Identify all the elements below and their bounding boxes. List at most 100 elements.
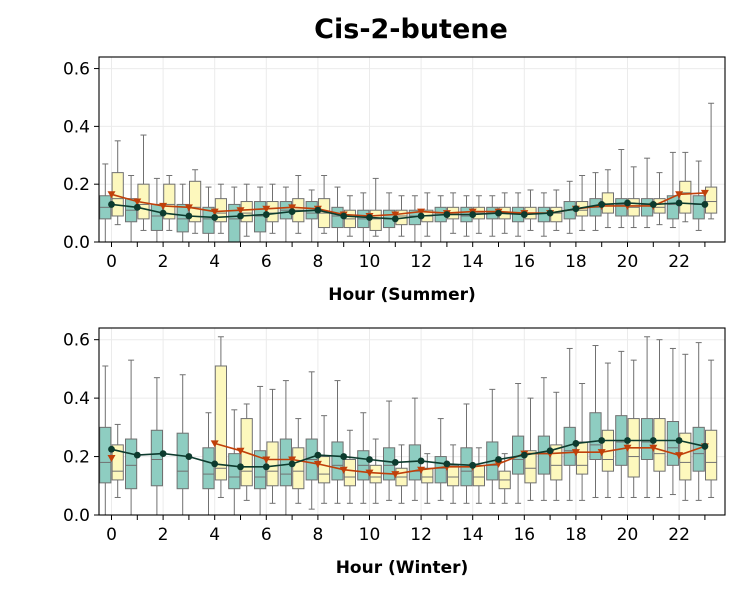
x-axis-label: Hour (Winter)	[336, 558, 469, 578]
series-a-point	[366, 214, 373, 221]
series-a-point	[443, 211, 451, 218]
series-a-point	[133, 203, 141, 211]
series-a-point	[546, 447, 554, 455]
series-a-point	[237, 463, 244, 471]
series-a-line	[111, 202, 705, 220]
x-tick-label: 0	[106, 252, 117, 272]
series-b-point	[623, 444, 632, 452]
x-tick-label: 20	[617, 525, 639, 545]
series-a-point	[133, 451, 141, 459]
series-b-point	[675, 452, 684, 460]
series-b-line	[111, 192, 705, 217]
box-b-box	[266, 441, 279, 487]
x-tick-label: 8	[312, 525, 323, 545]
x-tick-label: 14	[462, 525, 484, 545]
box-a-box	[331, 441, 344, 481]
x-tick-label: 2	[158, 252, 169, 272]
box-b-box	[240, 201, 253, 223]
x-tick-label: 20	[617, 252, 639, 272]
series-b-point	[184, 204, 193, 212]
x-tick-label: 22	[668, 525, 690, 545]
series-a-point	[598, 201, 606, 208]
x-tick-label: 4	[209, 252, 220, 272]
box-b-box	[292, 447, 305, 490]
series-a-point	[572, 205, 580, 213]
series-a-point	[417, 457, 425, 465]
x-tick-label: 0	[106, 525, 117, 545]
series-a-point	[159, 209, 167, 217]
box-a-box	[176, 432, 189, 490]
series-a-point	[624, 437, 631, 444]
series-a-point	[572, 440, 580, 447]
series-b-point	[288, 204, 297, 212]
series-a-point	[443, 460, 451, 468]
series-b-point	[649, 444, 658, 452]
x-tick-label: 8	[312, 252, 323, 272]
series-a-point	[701, 201, 709, 208]
series-a-point	[108, 201, 115, 208]
y-tick-label: 0.4	[63, 389, 90, 409]
series-b-point	[288, 456, 297, 464]
series-b-point	[391, 211, 400, 219]
box-b-box	[266, 201, 279, 223]
chart-title: Cis-2-butene	[314, 14, 508, 45]
series-b-point	[597, 449, 606, 457]
x-tick-label: 22	[668, 252, 690, 272]
series-a-point	[495, 209, 502, 217]
box-b-box	[343, 458, 356, 487]
x-tick-label: 6	[261, 525, 272, 545]
series-a-point	[675, 199, 683, 207]
series-b-point	[262, 456, 271, 464]
series-b-point	[262, 205, 271, 213]
series-b-point	[494, 460, 503, 468]
box-b-box	[447, 464, 460, 487]
box-a-box	[537, 435, 550, 475]
series-a-point	[314, 206, 322, 214]
box-b-box	[318, 456, 331, 484]
series-b-point	[313, 460, 322, 468]
series-a-point	[314, 451, 322, 459]
box-b-box	[214, 365, 228, 481]
box-b-box	[111, 444, 124, 481]
x-tick-label: 18	[565, 252, 587, 272]
series-b-point	[391, 471, 400, 479]
box-b-box	[189, 180, 202, 223]
box-b-box	[550, 444, 563, 481]
series-b-point	[236, 207, 245, 215]
box-b-box	[705, 429, 718, 481]
box-b-box	[421, 467, 434, 484]
box-a-box	[125, 438, 138, 490]
series-b-line	[214, 442, 706, 475]
series-a-point	[495, 456, 502, 463]
series-a-point	[546, 209, 554, 217]
y-tick-label: 0.2	[63, 175, 90, 195]
series-a-point	[469, 461, 477, 469]
series-a-point	[262, 211, 270, 218]
series-a-point	[649, 437, 657, 444]
x-tick-label: 12	[410, 252, 432, 272]
series-b-point	[210, 208, 219, 216]
series-a-point	[288, 460, 296, 468]
box-a-box	[666, 195, 679, 220]
panel-1: 0.0 0.2 0.4 0.6 0 2 4 6 8 10 12 14 16 18 20 22 Hour (Win…	[63, 327, 726, 578]
series-b-point	[417, 466, 426, 474]
series-b-point	[571, 449, 580, 457]
series-a-point	[340, 212, 348, 220]
box-b-box	[576, 441, 589, 475]
series-b-point	[107, 191, 116, 199]
box-a-box	[666, 421, 679, 466]
series-a-point	[185, 453, 193, 460]
box-a-box	[434, 456, 447, 484]
y-tick-label: 0.6	[63, 331, 90, 351]
box-b-box	[369, 464, 382, 484]
y-tick-label: 0.6	[63, 60, 90, 80]
series-b-point	[107, 455, 116, 463]
box-b-box	[679, 180, 692, 214]
series-a-point	[340, 453, 348, 460]
series-a-point	[262, 463, 270, 471]
x-tick-label: 18	[565, 525, 587, 545]
series-a-point	[649, 201, 657, 208]
series-b-point	[675, 191, 684, 199]
x-tick-label: 14	[462, 252, 484, 272]
